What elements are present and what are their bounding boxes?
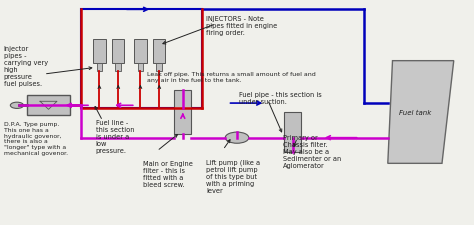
Bar: [153, 40, 165, 64]
Bar: [156, 64, 162, 71]
Bar: [97, 64, 102, 71]
Circle shape: [225, 133, 249, 144]
Text: Primary or
Chassis filter.
May also be a
Sedimenter or an
Aglomerator: Primary or Chassis filter. May also be a…: [283, 135, 341, 169]
Text: Fuel tank: Fuel tank: [399, 110, 431, 115]
Bar: [174, 90, 191, 135]
Text: Fuel line -
this section
is under a
low
pressure.: Fuel line - this section is under a low …: [96, 119, 134, 153]
Bar: [27, 96, 70, 116]
Text: INJECTORS - Note
pipes fitted in engine
firing order.: INJECTORS - Note pipes fitted in engine …: [206, 16, 278, 36]
Bar: [137, 64, 143, 71]
Bar: [93, 40, 106, 64]
Circle shape: [10, 103, 24, 109]
Bar: [134, 40, 146, 64]
Text: Fuel pipe - this section is
under suction.: Fuel pipe - this section is under suctio…: [239, 91, 322, 104]
Bar: [112, 40, 124, 64]
Polygon shape: [388, 61, 454, 164]
Bar: [284, 112, 301, 153]
Text: Injector
pipes -
carrying very
high
pressure
fuel pulses.: Injector pipes - carrying very high pres…: [4, 46, 48, 87]
Text: D.P.A. Type pump.
This one has a
hydraulic govenor,
there is also a
"longer" typ: D.P.A. Type pump. This one has a hydraul…: [4, 122, 68, 155]
Text: Lift pump (like a
petrol lift pump
of this type but
with a priming
lever: Lift pump (like a petrol lift pump of th…: [206, 159, 261, 194]
Bar: [81, 10, 201, 108]
Text: Leak off pipe. This returns a small amount of fuel and
any air in the fuel to th: Leak off pipe. This returns a small amou…: [147, 71, 316, 82]
Text: Main or Engine
filter - this is
fitted with a
bleed screw.: Main or Engine filter - this is fitted w…: [143, 160, 192, 187]
Bar: [116, 64, 121, 71]
